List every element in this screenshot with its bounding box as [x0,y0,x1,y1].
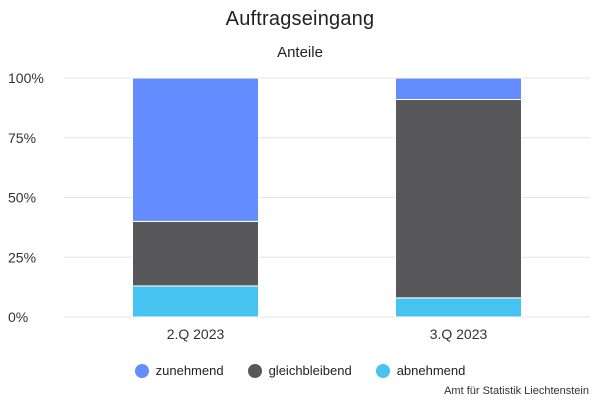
legend-item-gleichbleibend: gleichbleibend [247,363,352,378]
bar-segment-gleichbleibend [132,220,259,287]
x-tick-label: 2.Q 2023 [167,326,225,342]
y-tick-label: 100% [8,70,44,86]
legend-item-abnehmend: abnehmend [375,363,466,378]
chart-subtitle: Anteile [277,44,323,61]
legend-item-zunehmend: zunehmend [134,363,224,378]
bar-segment-abnehmend [132,285,259,318]
legend-swatch [375,363,390,378]
bar-segment-zunehmend [395,77,522,101]
bar-segment-abnehmend [395,297,522,318]
legend-label: gleichbleibend [268,363,352,378]
legend-swatch [134,363,149,378]
legend-label: abnehmend [396,363,466,378]
y-tick-label: 50% [8,190,36,206]
bar-segment-gleichbleibend [395,99,522,299]
bar-segment-zunehmend [132,77,259,222]
y-tick-label: 25% [8,249,36,265]
chart-legend: zunehmend gleichbleibend abnehmend [0,363,600,378]
x-tick-label: 3.Q 2023 [430,326,488,342]
chart-title: Auftragseingang [225,8,375,30]
legend-label: zunehmend [155,363,224,378]
source-credit: Amt für Statistik Liechtenstein [444,385,589,397]
y-tick-label: 75% [8,130,36,146]
y-tick-label: 0% [8,309,28,325]
legend-swatch [247,363,262,378]
